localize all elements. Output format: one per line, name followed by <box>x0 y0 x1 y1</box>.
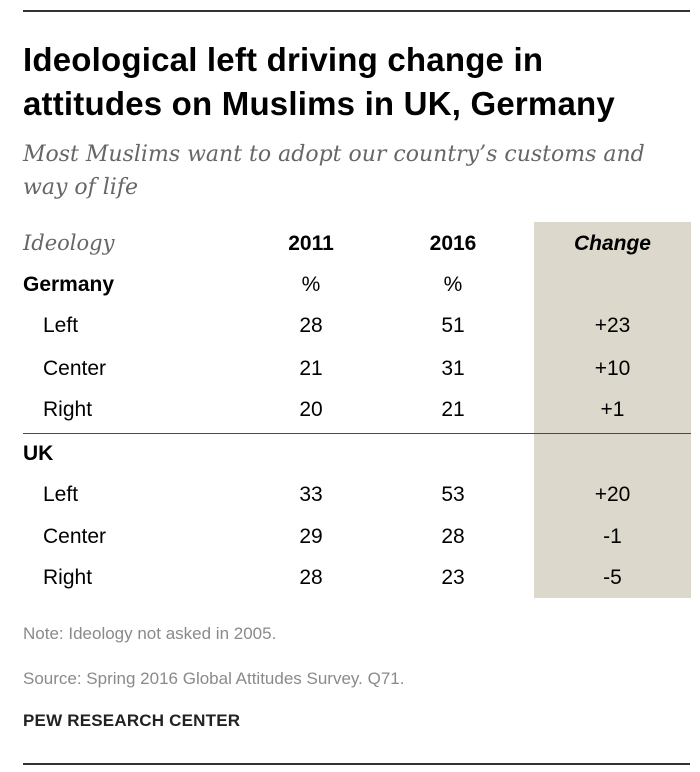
subtitle-line-1: Most Muslims want to adopt our country’s… <box>23 142 645 167</box>
value-2016: 51 <box>441 314 465 337</box>
credit-logo-text: PEW RESEARCH CENTER <box>23 711 241 730</box>
row-label: Center <box>43 357 107 380</box>
value-2011: 33 <box>299 483 323 506</box>
row-label: Center <box>43 525 107 548</box>
top-rule <box>23 10 690 12</box>
chart-subtitle: Most Muslims want to adopt our country’s… <box>23 138 683 204</box>
change-column-background <box>534 222 691 598</box>
value-2011: 28 <box>299 314 323 337</box>
value-change: +10 <box>594 357 631 380</box>
group-label-germany: Germany <box>23 273 115 296</box>
value-2016: 21 <box>441 398 465 421</box>
value-change: +1 <box>600 398 625 421</box>
source-text: Source: Spring 2016 Global Attitudes Sur… <box>23 669 405 688</box>
value-2016: 53 <box>441 483 465 506</box>
value-2011: 20 <box>299 398 323 421</box>
bottom-rule <box>23 763 690 765</box>
value-change: -5 <box>603 566 622 589</box>
value-change: -1 <box>603 525 622 548</box>
value-2011: 29 <box>299 525 323 548</box>
value-2016: 31 <box>441 357 465 380</box>
group-label-uk: UK <box>23 442 54 465</box>
group-divider <box>23 433 691 434</box>
title-line-2: attitudes on Muslims in UK, Germany <box>23 85 615 122</box>
header-2016: 2016 <box>429 232 477 255</box>
title-line-1: Ideological left driving change in <box>23 41 544 78</box>
value-change: +20 <box>594 483 631 506</box>
subtitle-line-2: way of life <box>23 175 138 200</box>
value-2016: 28 <box>441 525 465 548</box>
header-ideology: Ideology <box>23 231 115 255</box>
value-change: +23 <box>594 314 631 337</box>
row-label: Right <box>43 566 93 589</box>
header-change: Change <box>573 232 651 255</box>
unit-2016: % <box>443 273 463 296</box>
unit-2011: % <box>301 273 321 296</box>
row-label: Left <box>43 483 79 506</box>
value-2016: 23 <box>441 566 465 589</box>
value-2011: 21 <box>299 357 323 380</box>
row-label: Right <box>43 398 93 421</box>
header-2011: 2011 <box>288 232 334 255</box>
note-text: Note: Ideology not asked in 2005. <box>23 624 277 643</box>
chart-title: Ideological left driving change in attit… <box>23 38 683 126</box>
row-label: Left <box>43 314 79 337</box>
value-2011: 28 <box>299 566 323 589</box>
